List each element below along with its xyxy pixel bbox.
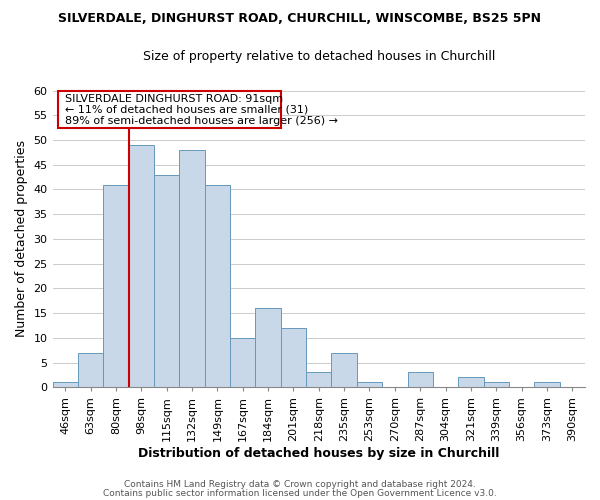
Bar xyxy=(281,328,306,388)
Text: ← 11% of detached houses are smaller (31): ← 11% of detached houses are smaller (31… xyxy=(65,105,308,115)
Bar xyxy=(154,174,179,388)
Bar xyxy=(484,382,509,388)
Y-axis label: Number of detached properties: Number of detached properties xyxy=(15,140,28,338)
Bar xyxy=(407,372,433,388)
Bar xyxy=(179,150,205,388)
Bar xyxy=(53,382,78,388)
Bar xyxy=(534,382,560,388)
Bar xyxy=(357,382,382,388)
Text: Contains HM Land Registry data © Crown copyright and database right 2024.: Contains HM Land Registry data © Crown c… xyxy=(124,480,476,489)
Bar xyxy=(306,372,331,388)
Bar xyxy=(128,145,154,388)
Bar xyxy=(103,184,128,388)
Title: Size of property relative to detached houses in Churchill: Size of property relative to detached ho… xyxy=(143,50,495,63)
Bar xyxy=(205,184,230,388)
Bar xyxy=(331,352,357,388)
Text: SILVERDALE, DINGHURST ROAD, CHURCHILL, WINSCOMBE, BS25 5PN: SILVERDALE, DINGHURST ROAD, CHURCHILL, W… xyxy=(59,12,542,26)
Bar xyxy=(256,308,281,388)
FancyBboxPatch shape xyxy=(58,90,281,128)
X-axis label: Distribution of detached houses by size in Churchill: Distribution of detached houses by size … xyxy=(138,447,499,460)
Bar xyxy=(230,338,256,388)
Text: 89% of semi-detached houses are larger (256) →: 89% of semi-detached houses are larger (… xyxy=(65,116,338,126)
Text: SILVERDALE DINGHURST ROAD: 91sqm: SILVERDALE DINGHURST ROAD: 91sqm xyxy=(65,94,283,104)
Bar xyxy=(78,352,103,388)
Bar xyxy=(458,378,484,388)
Text: Contains public sector information licensed under the Open Government Licence v3: Contains public sector information licen… xyxy=(103,488,497,498)
